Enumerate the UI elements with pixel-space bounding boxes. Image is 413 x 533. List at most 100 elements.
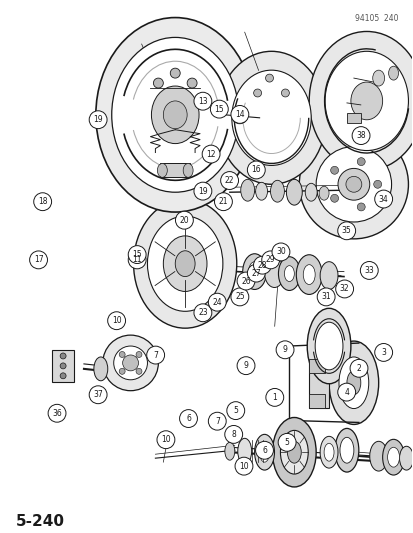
Circle shape xyxy=(30,251,47,269)
Ellipse shape xyxy=(399,446,413,470)
Ellipse shape xyxy=(372,70,384,86)
Ellipse shape xyxy=(280,430,307,474)
Text: 32: 32 xyxy=(339,285,349,294)
Circle shape xyxy=(210,100,228,118)
Ellipse shape xyxy=(299,130,408,239)
Circle shape xyxy=(128,246,146,263)
Circle shape xyxy=(261,251,279,269)
Ellipse shape xyxy=(328,341,378,424)
Text: 18: 18 xyxy=(38,197,47,206)
Ellipse shape xyxy=(306,308,350,384)
Ellipse shape xyxy=(338,357,368,409)
Ellipse shape xyxy=(153,78,163,88)
Text: 6: 6 xyxy=(261,446,266,455)
Ellipse shape xyxy=(122,355,138,371)
Text: 5-240: 5-240 xyxy=(15,514,64,529)
Ellipse shape xyxy=(318,186,328,200)
Circle shape xyxy=(374,343,392,361)
Ellipse shape xyxy=(133,199,236,328)
Text: 24: 24 xyxy=(212,298,221,306)
Text: 14: 14 xyxy=(235,110,244,119)
Text: 22: 22 xyxy=(224,176,234,185)
Ellipse shape xyxy=(157,164,167,177)
Circle shape xyxy=(337,222,355,240)
Circle shape xyxy=(230,106,248,123)
Circle shape xyxy=(208,293,225,311)
Text: 2: 2 xyxy=(356,364,361,373)
Text: 10: 10 xyxy=(239,462,248,471)
Bar xyxy=(52,350,74,382)
Ellipse shape xyxy=(237,438,251,464)
Ellipse shape xyxy=(281,89,289,97)
Text: 9: 9 xyxy=(243,361,248,370)
Text: 35: 35 xyxy=(341,227,351,235)
Text: 30: 30 xyxy=(275,247,285,256)
Ellipse shape xyxy=(253,89,261,97)
Ellipse shape xyxy=(270,180,284,202)
Text: 10: 10 xyxy=(112,316,121,325)
Ellipse shape xyxy=(183,164,192,177)
Circle shape xyxy=(247,264,265,282)
Bar xyxy=(309,394,324,408)
Ellipse shape xyxy=(337,168,369,200)
Text: 16: 16 xyxy=(251,165,261,174)
Circle shape xyxy=(175,211,193,229)
Circle shape xyxy=(179,410,197,427)
Ellipse shape xyxy=(334,429,358,472)
Circle shape xyxy=(226,402,244,419)
Ellipse shape xyxy=(356,158,364,166)
Circle shape xyxy=(220,172,238,189)
Circle shape xyxy=(374,190,392,208)
Bar xyxy=(346,113,360,123)
Ellipse shape xyxy=(114,346,147,380)
Ellipse shape xyxy=(373,180,381,188)
Ellipse shape xyxy=(350,82,382,120)
Circle shape xyxy=(33,193,52,211)
Ellipse shape xyxy=(286,179,301,205)
Text: 13: 13 xyxy=(197,96,207,106)
Text: 37: 37 xyxy=(93,390,103,399)
Ellipse shape xyxy=(240,179,254,201)
Ellipse shape xyxy=(264,258,284,287)
Circle shape xyxy=(275,341,293,359)
Circle shape xyxy=(349,359,367,377)
Ellipse shape xyxy=(254,434,274,470)
Circle shape xyxy=(48,405,66,422)
Text: 5: 5 xyxy=(233,406,237,415)
Text: 31: 31 xyxy=(320,293,330,301)
Ellipse shape xyxy=(163,236,206,292)
Text: 3: 3 xyxy=(380,348,385,357)
Ellipse shape xyxy=(304,183,316,201)
Circle shape xyxy=(316,288,334,306)
Ellipse shape xyxy=(324,51,408,150)
Ellipse shape xyxy=(314,322,342,370)
Text: 33: 33 xyxy=(363,266,373,275)
Ellipse shape xyxy=(216,51,325,184)
Circle shape xyxy=(89,386,107,403)
Ellipse shape xyxy=(94,357,107,381)
Text: 10: 10 xyxy=(161,435,170,444)
Text: 27: 27 xyxy=(251,269,261,278)
Circle shape xyxy=(202,145,219,163)
Ellipse shape xyxy=(259,442,269,462)
Text: 8: 8 xyxy=(231,430,235,439)
Text: 19: 19 xyxy=(93,115,103,124)
Ellipse shape xyxy=(119,368,125,374)
Text: 34: 34 xyxy=(378,195,387,204)
Ellipse shape xyxy=(163,101,187,128)
Ellipse shape xyxy=(388,66,398,80)
Circle shape xyxy=(278,433,295,451)
Text: 23: 23 xyxy=(197,308,207,317)
Ellipse shape xyxy=(151,86,199,143)
Circle shape xyxy=(255,441,273,459)
Circle shape xyxy=(194,304,211,322)
Ellipse shape xyxy=(296,255,321,294)
Circle shape xyxy=(237,272,254,290)
Ellipse shape xyxy=(102,335,158,391)
Text: 21: 21 xyxy=(218,197,228,206)
Circle shape xyxy=(253,256,271,274)
Ellipse shape xyxy=(316,147,391,222)
Circle shape xyxy=(194,182,211,200)
Text: 26: 26 xyxy=(241,277,250,286)
Ellipse shape xyxy=(231,108,247,124)
